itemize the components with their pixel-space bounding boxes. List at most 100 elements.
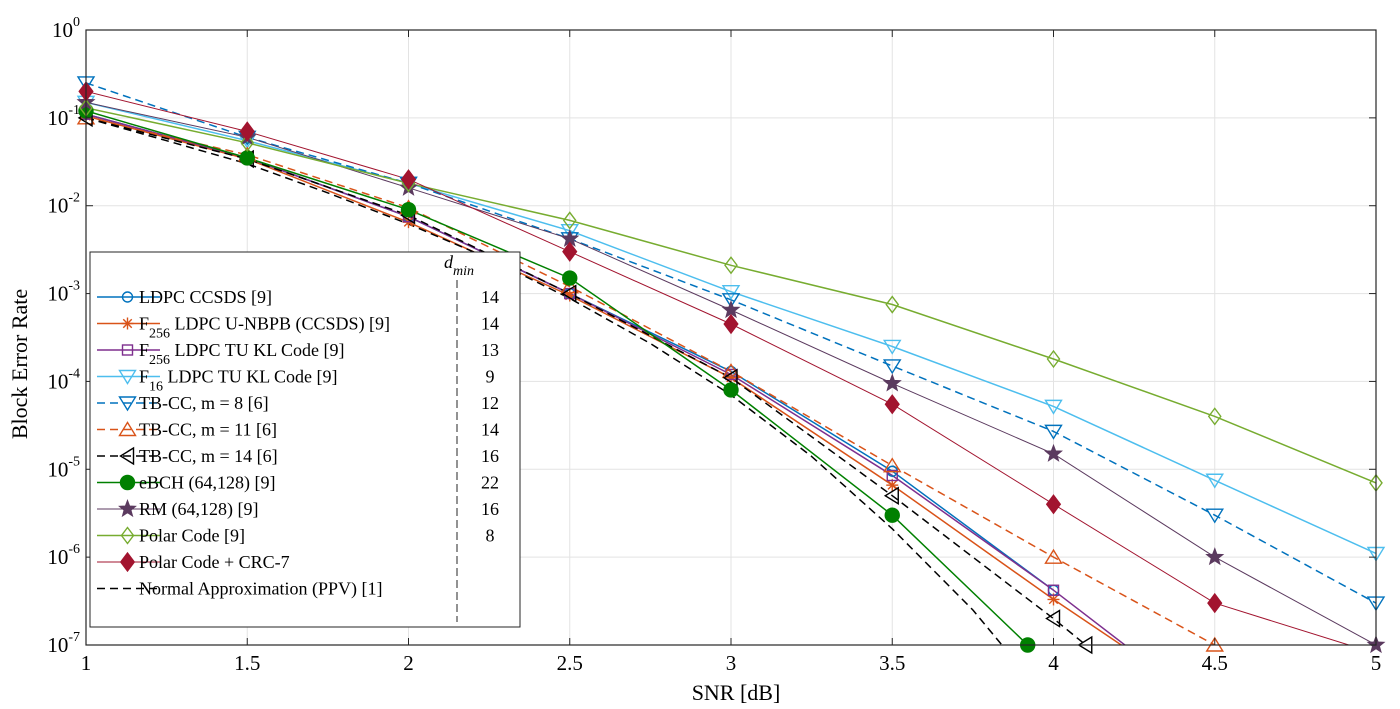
- y-axis-label: Block Error Rate: [7, 289, 32, 439]
- data-point-tb-cc-m-8-6: [1044, 424, 1063, 440]
- data-point-polar-code-crc-7: [562, 241, 578, 262]
- legend-dmin-value: 14: [481, 314, 499, 334]
- legend-marker: [118, 396, 137, 412]
- x-tick-label: 1.5: [234, 651, 260, 675]
- y-tick-label: 10-5: [47, 454, 80, 481]
- y-tick-label: 10-1: [47, 103, 80, 130]
- legend-dmin-value: 16: [481, 446, 499, 466]
- legend-entry-normal-approximation-ppv-1[interactable]: Normal Approximation (PPV) [1]: [97, 579, 382, 600]
- legend-entry-rm-64-128-9[interactable]: RM (64,128) [9] 16: [97, 499, 499, 520]
- legend-marker: [121, 291, 134, 303]
- data-point-ebch-64-128-9: [562, 270, 578, 286]
- data-point-tb-cc-m-11-6: [882, 457, 902, 473]
- legend-label: F16 LDPC TU KL Code [9]: [139, 367, 338, 395]
- legend-label: TB-CC, m = 14 [6]: [139, 446, 278, 466]
- legend-entry-tb-cc-m-11-6[interactable]: TB-CC, m = 11 [6] 14: [97, 420, 499, 440]
- data-point-polar-code-crc-7: [723, 313, 739, 335]
- legend-marker: [121, 344, 134, 356]
- x-tick-label: 3.5: [879, 651, 905, 675]
- y-tick-label: 10-7: [47, 630, 80, 657]
- series-markers: [76, 76, 1386, 655]
- data-point-polar-code-9: [885, 295, 900, 314]
- legend-label: LDPC CCSDS [9]: [139, 287, 272, 307]
- legend-marker: [119, 446, 135, 466]
- legend-marker: [119, 551, 136, 573]
- legend-dmin-value: 16: [481, 499, 499, 519]
- x-tick-label: 1: [81, 651, 92, 675]
- data-point-f16-ldpc-tu-kl-code-9: [1044, 399, 1063, 415]
- x-tick-label: 2.5: [557, 651, 583, 675]
- legend-entry-f16-ldpc-tu-kl-code-9[interactable]: F16 LDPC TU KL Code [9] 9: [97, 367, 495, 395]
- data-point-tb-cc-m-8-6: [1205, 508, 1225, 524]
- x-axis-label: SNR [dB]: [692, 680, 781, 705]
- legend-entry-tb-cc-m-14-6[interactable]: TB-CC, m = 14 [6] 16: [97, 446, 499, 466]
- legend-entry-f256-ldpc-u-nbpb-ccsds-9[interactable]: F256 LDPC U-NBPB (CCSDS) [9] 14: [97, 314, 499, 342]
- series-line-f16-ldpc-tu-kl-code-9: [86, 101, 1376, 555]
- legend-label: RM (64,128) [9]: [139, 499, 259, 520]
- legend-marker: [118, 369, 137, 385]
- data-point-tb-cc-m-14-6: [883, 486, 899, 505]
- legend-label: Polar Code [9]: [139, 526, 245, 546]
- data-point-rm-64-128-9: [721, 300, 741, 319]
- legend-entry-polar-code-crc-7[interactable]: Polar Code + CRC-7: [97, 551, 290, 573]
- legend-dmin-value: 13: [481, 340, 499, 360]
- series-line-polar-code-9: [86, 107, 1376, 484]
- legend-entry-tb-cc-m-8-6[interactable]: TB-CC, m = 8 [6] 12: [97, 393, 499, 413]
- y-tick-label: 100: [52, 15, 80, 42]
- legend-entry-ldpc-ccsds-9[interactable]: LDPC CCSDS [9] 14: [97, 287, 499, 307]
- legend-dmin-value: 14: [481, 287, 499, 307]
- legend-dmin-value: 22: [481, 473, 499, 493]
- data-point-f256-ldpc-u-nbpb-ccsds-9: [886, 479, 899, 492]
- x-tick-label: 3: [726, 651, 737, 675]
- data-point-polar-code-9: [1207, 407, 1222, 426]
- data-point-polar-code-9: [1046, 349, 1061, 369]
- legend-label: F256 LDPC U-NBPB (CCSDS) [9]: [139, 314, 390, 342]
- legend-entry-polar-code-9[interactable]: Polar Code [9] 8: [97, 526, 495, 546]
- data-point-tb-cc-m-14-6: [561, 284, 577, 303]
- data-point-f256-ldpc-tu-kl-code-9: [886, 469, 898, 482]
- data-point-polar-code-crc-7: [400, 169, 417, 190]
- legend-marker: [120, 526, 135, 545]
- data-point-tb-cc-m-8-6: [721, 293, 741, 309]
- legend-label: Normal Approximation (PPV) [1]: [139, 579, 382, 600]
- series-line-tb-cc-m-14-6: [86, 117, 1087, 645]
- data-point-tb-cc-m-11-6: [1044, 548, 1063, 564]
- data-point-ebch-64-128-9: [400, 202, 417, 218]
- data-point-tb-cc-m-14-6: [722, 368, 738, 388]
- data-point-tb-cc-m-8-6: [882, 359, 902, 375]
- y-tick-label: 10-6: [47, 542, 80, 569]
- data-point-ebch-64-128-9: [239, 150, 255, 166]
- legend-dmin-header: dmin: [444, 252, 474, 279]
- data-point-ebch-64-128-9: [723, 382, 739, 398]
- x-tick-label: 4.5: [1202, 651, 1228, 675]
- data-point-f256-ldpc-tu-kl-code-9: [1047, 584, 1060, 596]
- tick-labels: 1 1.5 2 2.5 3 3.5 4 4.5 5 100 10-1 10-2 10-3 10-4 10-5…: [47, 15, 1381, 675]
- legend-box: [89, 251, 521, 628]
- data-point-ebch-64-128-9: [884, 507, 900, 523]
- series-line-normal-approximation-ppv-1: [86, 117, 1003, 645]
- y-tick-label: 10-3: [47, 279, 80, 306]
- series-line-tb-cc-m-11-6: [86, 117, 1216, 645]
- data-point-f16-ldpc-tu-kl-code-9: [1205, 473, 1225, 489]
- data-point-polar-code-crc-7: [884, 394, 900, 415]
- legend-label: F256 LDPC TU KL Code [9]: [139, 340, 345, 368]
- data-point-rm-64-128-9: [882, 373, 902, 392]
- legend-marker: [118, 499, 137, 518]
- data-point-f16-ldpc-tu-kl-code-9: [560, 223, 580, 240]
- x-tick-label: 2: [403, 651, 414, 675]
- y-tick-label: 10-4: [47, 366, 80, 393]
- data-point-f16-ldpc-tu-kl-code-9: [721, 285, 741, 301]
- legend-label: TB-CC, m = 8 [6]: [139, 393, 269, 413]
- legend-entry-f256-ldpc-tu-kl-code-9[interactable]: F256 LDPC TU KL Code [9] 13: [97, 340, 499, 368]
- data-point-rm-64-128-9: [1205, 547, 1225, 566]
- legend-label: Polar Code + CRC-7: [139, 552, 290, 572]
- axis-ticks: [85, 29, 1377, 646]
- series-line-f256-ldpc-u-nbpb-ccsds-9: [86, 115, 1123, 645]
- data-point-polar-code-crc-7: [1045, 494, 1062, 515]
- data-point-polar-code-crc-7: [239, 121, 255, 142]
- legend-marker: [119, 474, 136, 491]
- legend-entry-ebch-64-128-9[interactable]: eBCH (64,128) [9] 22: [97, 473, 499, 494]
